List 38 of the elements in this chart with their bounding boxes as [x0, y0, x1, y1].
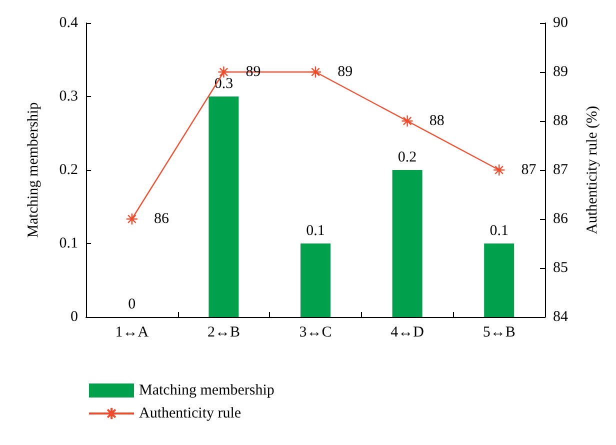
x-tick-label: 5↔B: [482, 324, 516, 340]
bar: [300, 244, 330, 317]
y-tick-label: 0: [70, 309, 78, 325]
bar: [392, 170, 422, 317]
data-label: 87: [521, 162, 537, 178]
point: [401, 114, 414, 128]
point: [309, 66, 322, 78]
y-tick-label: 0.2: [59, 162, 78, 178]
y-tick-label: 0.4: [59, 15, 78, 31]
point: [126, 212, 138, 226]
y2-tick-label: 87: [553, 162, 568, 178]
point: [218, 66, 230, 78]
x-tick-label: 4↔D: [390, 324, 424, 340]
y-tick-label: 0.3: [59, 88, 78, 104]
data-label: 86: [154, 211, 170, 227]
data-label: 89: [338, 64, 353, 80]
data-label: 0.1: [490, 223, 508, 239]
bar: [208, 96, 239, 317]
y2-tick-label: 86: [553, 211, 568, 227]
x-tick-label: 3↔C: [299, 324, 332, 340]
data-label: 0.1: [306, 223, 325, 239]
legend-label: Authenticity rule: [139, 406, 242, 422]
y2-tick-label: 89: [553, 64, 568, 80]
data-label: 0: [128, 296, 136, 312]
y2-axis-title: Authenticity rule (%): [584, 106, 600, 234]
data-label: 88: [429, 113, 444, 129]
bar: [484, 244, 514, 317]
x-tick-label: 2↔B: [207, 324, 240, 340]
y2-tick-label: 90: [553, 15, 568, 31]
y-axis-title: Matching membership: [26, 102, 42, 238]
y2-tick-label: 85: [553, 260, 568, 276]
legend-label: Matching membership: [139, 382, 274, 398]
y2-tick-label: 88: [553, 113, 568, 129]
y-tick-label: 0.1: [59, 236, 78, 252]
point: [493, 164, 506, 176]
y2-tick-label: 84: [553, 309, 568, 325]
x-tick-label: 1↔A: [115, 324, 149, 340]
data-label: 0.2: [398, 150, 417, 166]
